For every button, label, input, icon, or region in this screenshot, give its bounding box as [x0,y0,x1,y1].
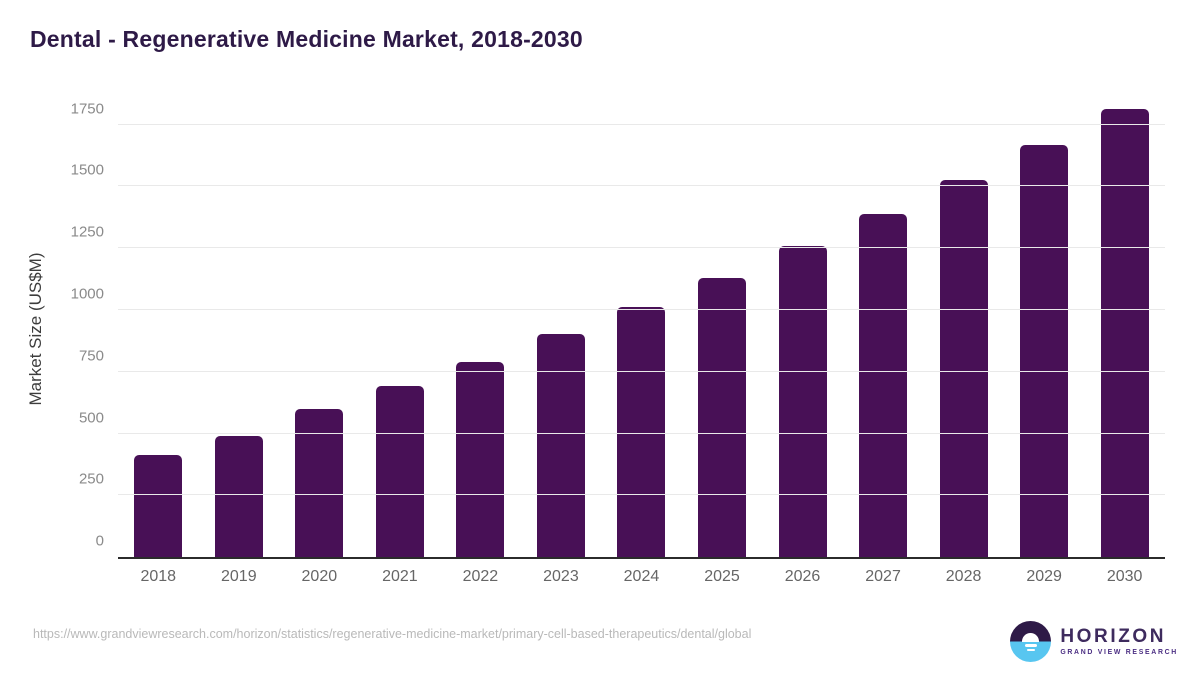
bar-series [118,100,1165,557]
bar-chart-plot-area: Market Size (US$M) 2018 2019 2020 2021 2022 2… [26,100,1165,585]
x-tick-label-2028: 2028 [945,568,982,585]
source-url: https://www.grandviewresearch.com/horizo… [33,627,752,641]
y-tick-label-1000: 1000 [70,285,104,303]
x-axis-labels: 2018 2019 2020 2021 2022 2023 2024 2025 2026 2027… [118,568,1165,586]
bar-2028 [939,179,988,557]
y-axis-title: Market Size (US$M) [26,251,45,406]
x-tick-label-2023: 2023 [543,568,579,585]
horizon-logo-name: HORIZON [1060,626,1167,647]
horizon-logo: HORIZON GRAND VIEW RESEARCH [1010,621,1178,662]
horizon-reflection-line [1024,644,1037,647]
horizon-reflection-line [1026,649,1035,651]
bar-slot-2029 [1004,100,1085,557]
gridline-1500 [118,185,1165,187]
gridline-1000 [118,308,1165,310]
x-tick-label-2026: 2026 [784,568,821,585]
horizon-logo-subtitle: GRAND VIEW RESEARCH [1060,649,1178,656]
x-tick-label-2029: 2029 [1026,568,1062,585]
bar-2022 [456,362,505,557]
y-tick-label-500: 500 [78,409,104,426]
x-tick-label-2030: 2030 [1106,568,1143,585]
gridline-250 [118,494,1165,496]
horizon-logo-text: HORIZON GRAND VIEW RESEARCH [1060,626,1178,657]
bar-slot-2030 [1084,100,1165,557]
x-tick-label-2020: 2020 [301,568,338,585]
y-tick-label-250: 250 [78,470,104,488]
bar-slot-2025 [682,100,763,557]
bar-2019 [214,436,263,557]
bar-slot-2021 [360,100,441,557]
x-tick-label-2024: 2024 [623,568,660,585]
bar-2025 [697,278,746,557]
x-tick-label-2022: 2022 [462,568,499,585]
bar-slot-2018 [118,100,199,557]
horizon-sun-shape [1022,633,1040,642]
chart-title: Dental - Regenerative Medicine Market, 2… [30,26,583,52]
bar-2021 [375,386,424,557]
y-tick-label-0: 0 [95,532,104,550]
bar-2020 [295,409,344,557]
bar-slot-2028 [923,100,1004,557]
x-tick-label-2025: 2025 [704,568,740,585]
x-tick-label-2027: 2027 [865,568,901,585]
x-tick-label-2018: 2018 [140,568,177,585]
x-tick-label-2021: 2021 [382,568,418,585]
bar-2024 [617,307,666,557]
bar-2027 [859,213,908,557]
y-tick-label-1250: 1250 [70,223,104,241]
gridline-750 [118,370,1165,372]
bar-slot-2026 [762,100,843,557]
y-tick-label-750: 750 [78,347,104,365]
gridline-500 [118,432,1165,434]
horizon-logo-icon [1010,621,1052,662]
y-tick-label-1500: 1500 [70,161,104,179]
bar-2030 [1100,108,1149,557]
bar-slot-2019 [199,100,280,557]
gridline-1250 [118,247,1165,249]
y-tick-label-1750: 1750 [70,100,104,118]
x-tick-label-2019: 2019 [221,568,257,585]
bar-slot-2023 [521,100,602,557]
bar-2018 [134,455,183,557]
bar-2029 [1020,144,1069,557]
gridline-1750 [118,123,1165,125]
bar-slot-2024 [601,100,682,557]
bar-2026 [778,246,827,557]
bar-slot-2022 [440,100,521,557]
bar-slot-2020 [279,100,360,557]
bar-slot-2027 [843,100,924,557]
bar-2023 [536,334,585,557]
